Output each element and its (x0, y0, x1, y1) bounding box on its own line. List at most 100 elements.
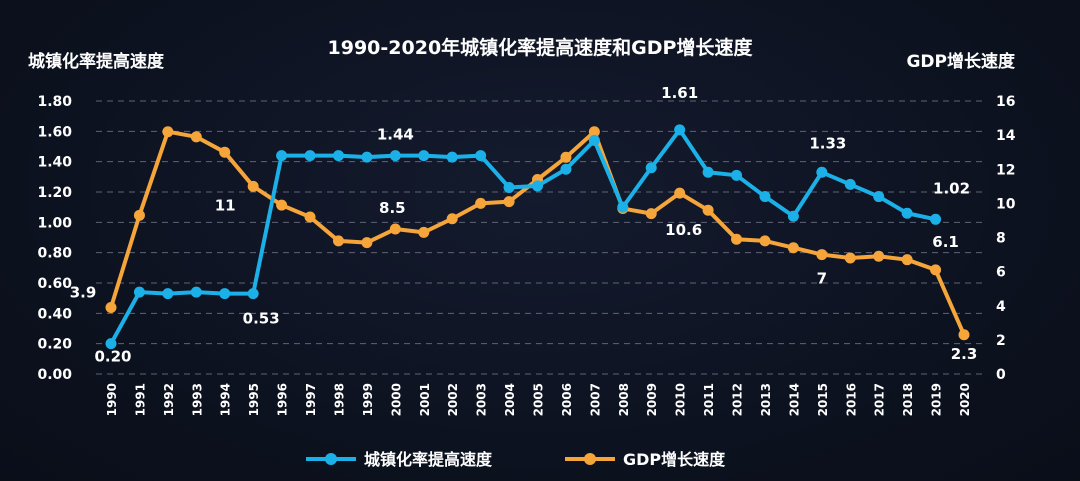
left-axis-ticks: 0.00 0.20 0.40 0.60 0.80 1.00 1.20 1.40 1.60 1.80 (37, 94, 72, 383)
urbanization-point (332, 150, 344, 162)
x-tick-label: 2013 (759, 383, 773, 416)
urbanization-point (617, 201, 629, 213)
legend: 城镇化率提高速度 GDP增长速度 (306, 450, 726, 469)
gdp-data-label: 6.1 (932, 233, 959, 251)
x-tick-label: 2015 (816, 383, 830, 416)
x-tick-label: 2003 (475, 383, 489, 416)
x-tick-label: 1998 (332, 383, 346, 416)
gdp-point (219, 146, 231, 158)
right-axis-ticks: 0 2 4 6 8 10 12 14 16 (996, 94, 1016, 383)
left-tick-label: 0.20 (37, 337, 72, 353)
urbanization-point (475, 150, 487, 162)
gdp-data-label: 11 (215, 196, 236, 214)
x-tick-label: 1992 (162, 383, 176, 416)
urbanization-point (133, 286, 145, 298)
gdp-point (162, 126, 174, 138)
gdp-point (787, 242, 799, 254)
left-tick-label: 0.00 (37, 367, 72, 383)
gdp-point (873, 250, 885, 262)
gdp-point (475, 197, 487, 209)
gdp-point (759, 235, 771, 247)
left-tick-label: 1.60 (37, 124, 72, 140)
gdp-point (304, 211, 316, 223)
right-tick-label: 10 (996, 196, 1016, 212)
urbanization-point (532, 180, 543, 192)
left-tick-label: 0.60 (37, 276, 72, 292)
gdp-point (844, 252, 856, 264)
x-tick-label: 2014 (787, 383, 801, 416)
urbanization-point (190, 286, 202, 298)
urbanization-point (816, 166, 828, 178)
x-tick-label: 2011 (702, 383, 716, 416)
left-tick-label: 1.00 (37, 215, 72, 231)
right-tick-label: 2 (996, 333, 1006, 349)
gdp-data-label: 2.3 (951, 345, 978, 363)
urbanization-point (930, 213, 942, 225)
legend-item-gdp[interactable]: GDP增长速度 (565, 450, 726, 469)
right-tick-label: 4 (996, 299, 1006, 315)
gdp-point (105, 301, 117, 313)
gdp-point (588, 126, 600, 138)
gdp-line (109, 129, 966, 336)
urbanization-point (446, 151, 458, 163)
urbanization-data-label: 0.20 (94, 348, 131, 366)
legend-marker-gdp (584, 453, 596, 465)
series-gdp (105, 126, 970, 341)
gdp-point (332, 235, 344, 247)
gdp-data-label: 8.5 (379, 199, 406, 217)
urbanization-point (162, 288, 174, 300)
x-tick-label: 2018 (901, 383, 915, 416)
gdp-point (901, 254, 913, 266)
left-tick-label: 1.20 (37, 185, 72, 201)
x-tick-label: 2008 (617, 383, 631, 416)
x-tick-label: 2017 (873, 383, 887, 416)
right-tick-label: 14 (996, 128, 1016, 144)
right-tick-label: 12 (996, 162, 1015, 178)
urbanization-point (219, 288, 231, 300)
data-labels: 0.20 0.53 1.44 1.61 1.33 1.02 3.9 11 8.5 10.6 7 6.1… (70, 84, 978, 366)
urbanization-point (674, 124, 686, 136)
right-axis-title: GDP增长速度 (906, 51, 1016, 72)
x-tick-label: 1997 (304, 383, 318, 416)
urbanization-point (901, 207, 913, 219)
left-axis-title: 城镇化率提高速度 (28, 51, 165, 72)
gdp-point (389, 223, 401, 235)
left-tick-label: 1.40 (37, 155, 72, 171)
x-tick-label: 1994 (219, 383, 233, 416)
gdp-point (418, 226, 430, 238)
gdp-point (958, 329, 970, 341)
gdp-point (247, 180, 259, 192)
urbanization-point (304, 150, 316, 162)
urbanization-data-label: 0.53 (243, 310, 280, 328)
urbanization-data-label: 1.33 (809, 134, 846, 152)
legend-marker-urbanization (325, 453, 337, 465)
gdp-point (731, 233, 743, 245)
x-tick-label: 2009 (645, 383, 659, 416)
urbanization-point (247, 288, 259, 300)
x-axis-ticks: 1990 1991 1992 1993 1994 1995 1996 1997 1998 1999… (105, 383, 972, 416)
gdp-point (816, 249, 828, 261)
legend-label-urbanization: 城镇化率提高速度 (364, 450, 493, 469)
left-tick-label: 0.40 (37, 306, 72, 322)
legend-label-gdp: GDP增长速度 (623, 450, 726, 469)
x-tick-label: 1996 (276, 383, 290, 416)
right-tick-label: 6 (996, 265, 1006, 281)
gdp-point (361, 237, 373, 249)
gdp-point (674, 187, 686, 199)
urbanization-data-label: 1.61 (661, 84, 698, 102)
gdp-data-label: 3.9 (70, 283, 97, 301)
right-tick-label: 16 (996, 94, 1015, 110)
legend-item-urbanization[interactable]: 城镇化率提高速度 (306, 450, 493, 469)
urbanization-point (389, 150, 401, 162)
x-tick-label: 2016 (844, 383, 858, 416)
gdp-point (560, 151, 572, 163)
x-tick-label: 1993 (190, 383, 204, 416)
urbanization-point (418, 150, 430, 162)
x-tick-label: 2019 (930, 383, 944, 416)
series-urbanization (105, 124, 942, 350)
urbanization-data-label: 1.02 (933, 179, 970, 197)
urbanization-point (844, 178, 856, 190)
urbanization-point (759, 191, 771, 203)
urbanization-point (731, 169, 743, 181)
